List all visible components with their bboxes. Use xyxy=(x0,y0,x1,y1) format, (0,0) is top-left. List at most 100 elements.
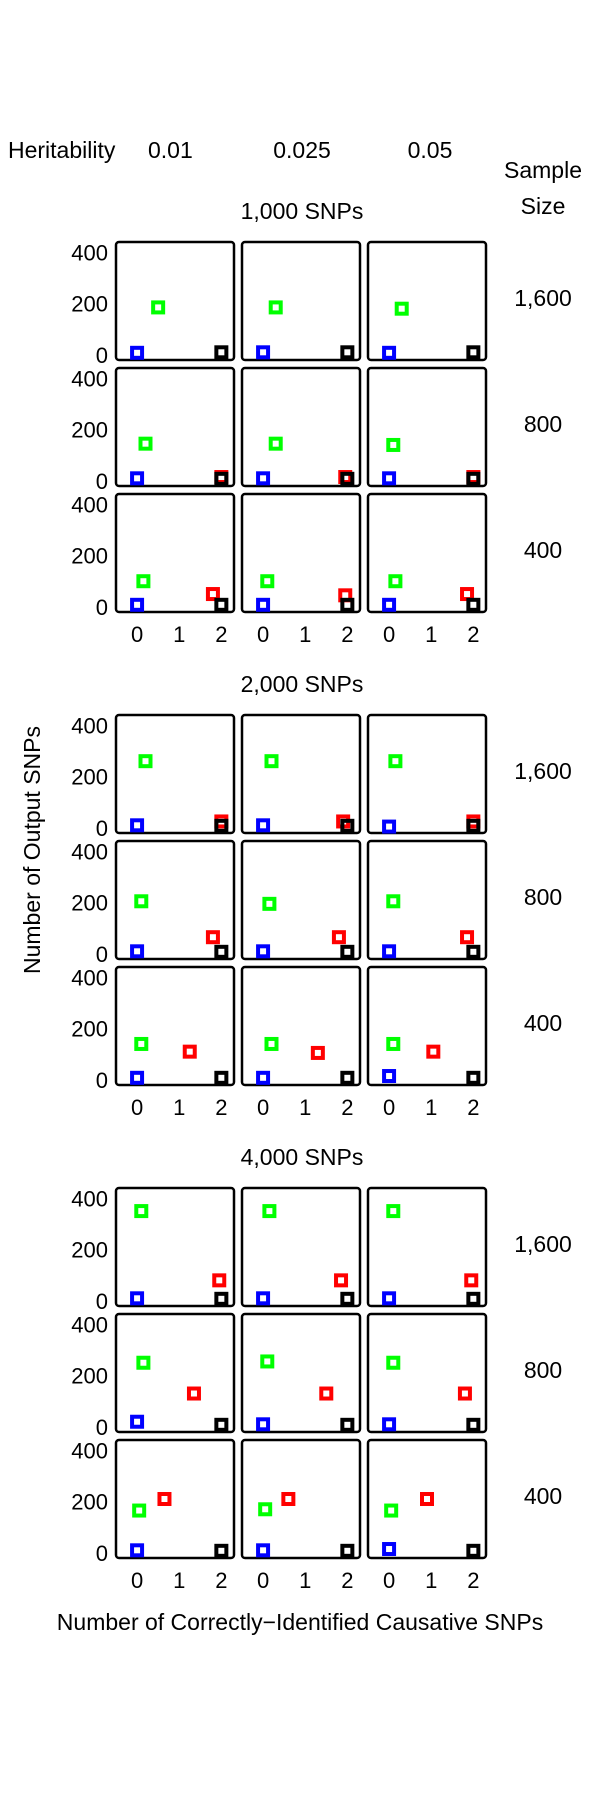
group-title: 1,000 SNPs xyxy=(241,198,364,224)
data-point-red xyxy=(205,930,220,945)
data-point-black xyxy=(214,1070,229,1085)
y-tick-label: 400 xyxy=(71,1438,108,1463)
scatter-panel xyxy=(240,713,362,835)
data-point-green xyxy=(136,574,151,589)
panel-frame xyxy=(114,713,236,835)
x-tick-label: 2 xyxy=(467,1095,479,1120)
x-tick-label: 1 xyxy=(299,1095,311,1120)
data-point-red xyxy=(212,1273,227,1288)
heritability-value-2: 0.025 xyxy=(273,137,331,163)
snp-group-1: 1,000 SNPs1,6000200400800020040040002004… xyxy=(71,198,572,647)
data-point-red xyxy=(457,1386,472,1401)
scatter-panel xyxy=(366,1186,488,1308)
x-tick-label: 0 xyxy=(131,1568,143,1593)
x-tick-label: 0 xyxy=(383,1568,395,1593)
row-label-sample-size: 400 xyxy=(524,1483,562,1509)
data-point-blue xyxy=(382,819,397,834)
scatter-panel xyxy=(114,492,236,614)
scatter-panel xyxy=(240,240,362,362)
y-tick-label: 400 xyxy=(71,1186,108,1211)
y-tick-label: 200 xyxy=(71,1017,108,1042)
row-label-sample-size: 1,600 xyxy=(514,1231,572,1257)
data-point-black xyxy=(466,471,481,486)
scatter-panel xyxy=(240,839,362,961)
x-tick-label: 0 xyxy=(383,622,395,647)
panel-frame xyxy=(366,492,488,614)
y-tick-label: 200 xyxy=(71,544,108,569)
data-point-black xyxy=(214,1543,229,1558)
x-tick-label: 0 xyxy=(131,622,143,647)
panel-frame xyxy=(240,1438,362,1560)
data-point-red xyxy=(182,1044,197,1059)
panel-frame xyxy=(366,965,488,1087)
data-point-black xyxy=(340,1291,355,1306)
y-tick-label: 200 xyxy=(71,891,108,916)
data-point-green xyxy=(134,1036,149,1051)
panel-frame xyxy=(114,1312,236,1434)
y-tick-label: 200 xyxy=(71,1364,108,1389)
data-point-green xyxy=(388,574,403,589)
scatter-panel xyxy=(366,1312,488,1434)
data-point-green xyxy=(136,1355,151,1370)
panel-frame xyxy=(240,1186,362,1308)
data-point-green xyxy=(264,754,279,769)
y-tick-label: 0 xyxy=(96,942,108,967)
y-tick-label: 0 xyxy=(96,343,108,368)
data-point-green xyxy=(394,301,409,316)
data-point-blue xyxy=(130,1414,145,1429)
x-tick-label: 2 xyxy=(467,622,479,647)
data-point-black xyxy=(214,944,229,959)
data-point-green xyxy=(268,436,283,451)
data-point-blue xyxy=(256,944,271,959)
data-point-green xyxy=(138,754,153,769)
data-point-black xyxy=(214,818,229,833)
data-point-blue xyxy=(256,1070,271,1085)
data-point-black xyxy=(340,471,355,486)
data-point-blue xyxy=(256,345,271,360)
x-tick-label: 2 xyxy=(467,1568,479,1593)
y-tick-label: 0 xyxy=(96,1541,108,1566)
panel-frame xyxy=(240,240,362,362)
group-title: 2,000 SNPs xyxy=(241,671,364,697)
data-point-red xyxy=(460,930,475,945)
data-point-black xyxy=(466,1417,481,1432)
data-point-blue xyxy=(256,471,271,486)
y-axis-label: Number of Output SNPs xyxy=(19,726,45,974)
y-tick-label: 0 xyxy=(96,1415,108,1440)
panel-frame xyxy=(240,965,362,1087)
y-tick-label: 0 xyxy=(96,1289,108,1314)
x-tick-label: 1 xyxy=(425,622,437,647)
data-point-blue xyxy=(256,597,271,612)
scatter-panel xyxy=(114,713,236,835)
x-tick-label: 2 xyxy=(341,1095,353,1120)
heritability-value-3: 0.05 xyxy=(408,137,453,163)
data-point-green xyxy=(264,1036,279,1051)
x-tick-label: 0 xyxy=(257,622,269,647)
panel-frame xyxy=(114,240,236,362)
data-point-black xyxy=(214,471,229,486)
panel-frame xyxy=(366,713,488,835)
scatter-panel xyxy=(240,1312,362,1434)
x-tick-label: 1 xyxy=(299,622,311,647)
data-point-blue xyxy=(382,1417,397,1432)
scatter-panel xyxy=(114,1438,236,1560)
row-label-sample-size: 1,600 xyxy=(514,285,572,311)
panel-frame xyxy=(366,839,488,961)
data-point-green xyxy=(386,1036,401,1051)
row-label-sample-size: 400 xyxy=(524,1010,562,1036)
y-tick-label: 200 xyxy=(71,418,108,443)
scatter-panel xyxy=(366,965,488,1087)
data-point-green xyxy=(386,1204,401,1219)
data-point-black xyxy=(466,1070,481,1085)
scatter-panel xyxy=(240,492,362,614)
panel-frame xyxy=(366,1312,488,1434)
data-point-black xyxy=(466,818,481,833)
x-tick-label: 2 xyxy=(215,622,227,647)
x-tick-label: 0 xyxy=(257,1095,269,1120)
data-point-green xyxy=(134,1204,149,1219)
heritability-value-1: 0.01 xyxy=(148,137,193,163)
y-tick-label: 200 xyxy=(71,765,108,790)
x-tick-label: 1 xyxy=(173,1568,185,1593)
data-point-green xyxy=(132,1503,147,1518)
data-point-black xyxy=(466,345,481,360)
